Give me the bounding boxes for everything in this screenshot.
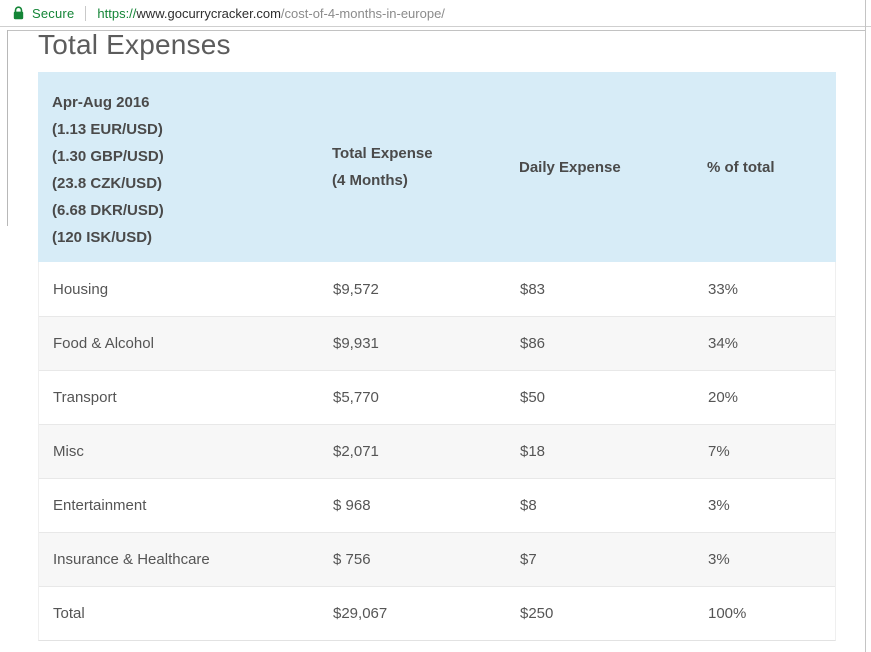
cell-total: $29,067 [333,605,388,622]
secure-badge[interactable]: Secure [32,5,75,21]
table-row: Transport $5,770 $50 20% [39,370,835,424]
cell-pct: 20% [708,389,739,406]
header-period: Apr-Aug 2016 (1.13 EUR/USD) (1.30 GBP/US… [38,72,318,262]
table-row: Misc $2,071 $18 7% [39,424,835,478]
cell-category: Insurance & Healthcare [53,551,210,568]
cell-daily: $7 [520,551,537,568]
header-period-line: (1.13 EUR/USD) [52,121,163,138]
cell-total: $ 756 [333,551,371,568]
cell-category: Food & Alcohol [53,335,154,352]
cell-total: $2,071 [333,443,379,460]
url-domain: www.gocurrycracker.com [136,5,281,21]
header-pct-of-total-label: % of total [707,158,775,176]
content-left-border [7,30,8,226]
cell-category: Entertainment [53,497,147,514]
cell-category: Misc [53,443,84,460]
expenses-table: Apr-Aug 2016 (1.13 EUR/USD) (1.30 GBP/US… [38,72,836,641]
url-path: /cost-of-4-months-in-europe/ [280,5,445,21]
table-header-row: Apr-Aug 2016 (1.13 EUR/USD) (1.30 GBP/US… [38,72,836,262]
cell-daily: $86 [520,335,546,352]
cell-pct: 3% [708,551,730,568]
cell-pct: 100% [708,605,747,622]
cell-category: Housing [53,280,109,298]
cell-daily: $18 [520,443,546,460]
cell-pct: 33% [708,280,739,298]
header-daily-expense: Daily Expense [505,72,693,262]
cell-category: Total [53,605,85,622]
content-right-border [865,0,866,652]
header-daily-expense-label: Daily Expense [519,158,621,176]
addressbar-divider [85,5,87,21]
cell-total: $5,770 [333,389,379,406]
cell-pct: 3% [708,497,730,514]
lock-icon[interactable] [12,6,25,20]
table-row: Insurance & Healthcare $ 756 $7 3% [39,532,835,586]
header-total-expense: Total Expense (4 Months) [318,72,505,262]
table-row: Total $29,067 $250 100% [39,586,835,640]
header-pct-of-total: % of total [693,72,836,262]
cell-total: $ 968 [333,497,371,514]
header-period-line: (6.68 DKR/USD) [52,202,164,219]
cell-pct: 7% [708,443,730,460]
header-period-line: (120 ISK/USD) [52,229,153,246]
table-row: Food & Alcohol $9,931 $86 34% [39,316,835,370]
table-row: Housing $9,572 $83 33% [39,262,835,316]
table-body: Housing $9,572 $83 33% Food & Alcohol $9… [38,262,836,641]
cell-total: $9,931 [333,335,379,352]
cell-daily: $8 [520,497,537,514]
cell-pct: 34% [708,335,739,352]
cell-daily: $83 [520,280,546,298]
page-title: Total Expenses [38,29,231,60]
table-row: Entertainment $ 968 $8 3% [39,478,835,532]
header-total-expense-line1: Total Expense [332,145,433,162]
url-text[interactable]: https://www.gocurrycracker.com/cost-of-4… [97,6,445,21]
cell-category: Transport [53,389,117,406]
header-period-line: Apr-Aug 2016 [52,94,150,111]
header-period-line: (1.30 GBP/USD) [52,148,164,165]
cell-daily: $250 [520,605,554,622]
header-total-expense-line2: (4 Months) [332,172,408,189]
url-scheme: https:// [97,5,137,21]
browser-address-bar[interactable]: Secure https://www.gocurrycracker.com/co… [0,0,871,27]
cell-daily: $50 [520,389,546,406]
header-period-line: (23.8 CZK/USD) [52,175,163,192]
cell-total: $9,572 [333,280,379,298]
content-top-border [8,30,866,31]
